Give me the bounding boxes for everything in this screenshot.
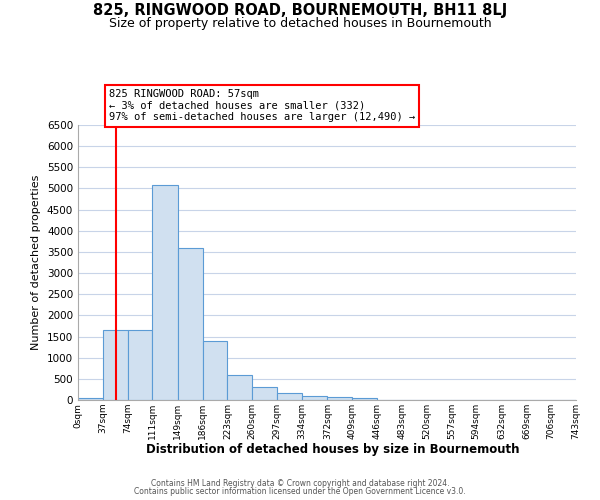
- Bar: [352, 398, 377, 400]
- Bar: [277, 394, 302, 400]
- Text: Distribution of detached houses by size in Bournemouth: Distribution of detached houses by size …: [146, 442, 520, 456]
- Bar: [103, 330, 128, 400]
- Bar: [128, 330, 152, 400]
- Bar: [252, 387, 277, 400]
- Bar: [302, 396, 328, 400]
- Bar: [178, 248, 203, 400]
- Bar: [227, 376, 252, 400]
- Bar: [78, 398, 103, 400]
- Text: Contains HM Land Registry data © Crown copyright and database right 2024.: Contains HM Land Registry data © Crown c…: [151, 478, 449, 488]
- Bar: [328, 396, 352, 400]
- Text: 825, RINGWOOD ROAD, BOURNEMOUTH, BH11 8LJ: 825, RINGWOOD ROAD, BOURNEMOUTH, BH11 8L…: [93, 2, 507, 18]
- Bar: [203, 341, 227, 400]
- Bar: [152, 185, 178, 400]
- Text: Contains public sector information licensed under the Open Government Licence v3: Contains public sector information licen…: [134, 487, 466, 496]
- Text: Size of property relative to detached houses in Bournemouth: Size of property relative to detached ho…: [109, 18, 491, 30]
- Text: 825 RINGWOOD ROAD: 57sqm
← 3% of detached houses are smaller (332)
97% of semi-d: 825 RINGWOOD ROAD: 57sqm ← 3% of detache…: [109, 90, 415, 122]
- Y-axis label: Number of detached properties: Number of detached properties: [31, 175, 41, 350]
